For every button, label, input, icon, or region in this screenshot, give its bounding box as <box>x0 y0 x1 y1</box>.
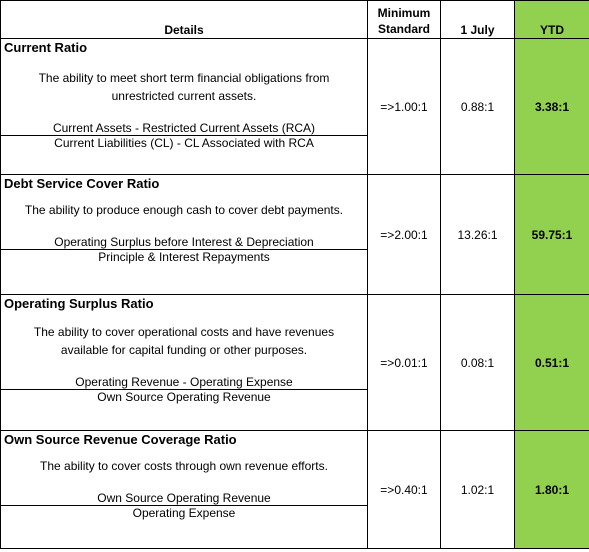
details-cell: Debt Service Cover Ratio The ability to … <box>0 174 368 295</box>
formula-denominator: Operating Expense <box>132 506 236 520</box>
ratio-title: Operating Surplus Ratio <box>4 296 154 311</box>
details-header: Details <box>0 0 368 39</box>
minimum-standard-value: =>1.00:1 <box>367 38 441 175</box>
ratio-title: Debt Service Cover Ratio <box>4 176 160 191</box>
ratio-title: Current Ratio <box>4 40 88 55</box>
formula-numerator: Current Assets - Restricted Current Asse… <box>52 121 316 135</box>
formula-divider <box>1 249 367 250</box>
formula-divider <box>1 135 367 136</box>
description-line1: The ability to cover costs through own r… <box>40 459 328 473</box>
formula-numerator: Operating Revenue - Operating Expense <box>75 375 293 389</box>
details-cell: Current Ratio The ability to meet short … <box>0 38 368 175</box>
formula-numerator: Operating Surplus before Interest & Depr… <box>54 235 314 249</box>
details-cell: Own Source Revenue Coverage Ratio The ab… <box>0 430 368 549</box>
july-value: 0.88:1 <box>440 38 515 175</box>
description-line1: The ability to meet short term financial… <box>38 71 330 85</box>
formula-divider <box>1 389 367 390</box>
description-line1: The ability to produce enough cash to co… <box>24 203 344 217</box>
header-row: Details Minimum Standard 1 July YTD <box>0 0 589 39</box>
minimum-standard-value: =>2.00:1 <box>367 174 441 295</box>
july-value: 1.02:1 <box>440 430 515 549</box>
formula-divider <box>1 505 367 506</box>
minimum-standard-value: =>0.40:1 <box>367 430 441 549</box>
ratio-description: The ability to cover costs through own r… <box>1 457 367 475</box>
july-header: 1 July <box>440 0 515 39</box>
ratio-description: The ability to produce enough cash to co… <box>1 201 367 219</box>
table-row: Operating Surplus Ratio The ability to c… <box>0 294 589 431</box>
formula-denominator: Current Liabilities (CL) - CL Associated… <box>54 136 314 150</box>
table-row: Debt Service Cover Ratio The ability to … <box>0 174 589 295</box>
description-line1: The ability to cover operational costs a… <box>33 325 335 339</box>
july-value: 0.08:1 <box>440 294 515 431</box>
table-row: Own Source Revenue Coverage Ratio The ab… <box>0 430 589 549</box>
july-value: 13.26:1 <box>440 174 515 295</box>
ratio-description: The ability to cover operational costs a… <box>1 323 367 359</box>
ratio-title: Own Source Revenue Coverage Ratio <box>4 432 237 447</box>
formula-numerator: Own Source Operating Revenue <box>97 491 271 505</box>
ytd-value: 0.51:1 <box>514 294 589 431</box>
ytd-value: 1.80:1 <box>514 430 589 549</box>
ytd-value: 3.38:1 <box>514 38 589 175</box>
description-line2: unrestricted current assets. <box>111 89 257 103</box>
minimum-header-line1: Minimum <box>377 6 431 20</box>
ytd-header: YTD <box>514 0 589 39</box>
description-line2: available for capital funding or other p… <box>60 343 308 357</box>
details-cell: Operating Surplus Ratio The ability to c… <box>0 294 368 431</box>
ytd-value: 59.75:1 <box>514 174 589 295</box>
formula-denominator: Own Source Operating Revenue <box>97 390 271 404</box>
formula-denominator: Principle & Interest Repayments <box>98 250 270 264</box>
minimum-standard-value: =>0.01:1 <box>367 294 441 431</box>
minimum-standard-header: Minimum Standard <box>367 0 441 39</box>
table-row: Current Ratio The ability to meet short … <box>0 38 589 175</box>
minimum-header-line2: Standard <box>377 22 430 36</box>
ratio-description: The ability to meet short term financial… <box>1 69 367 105</box>
